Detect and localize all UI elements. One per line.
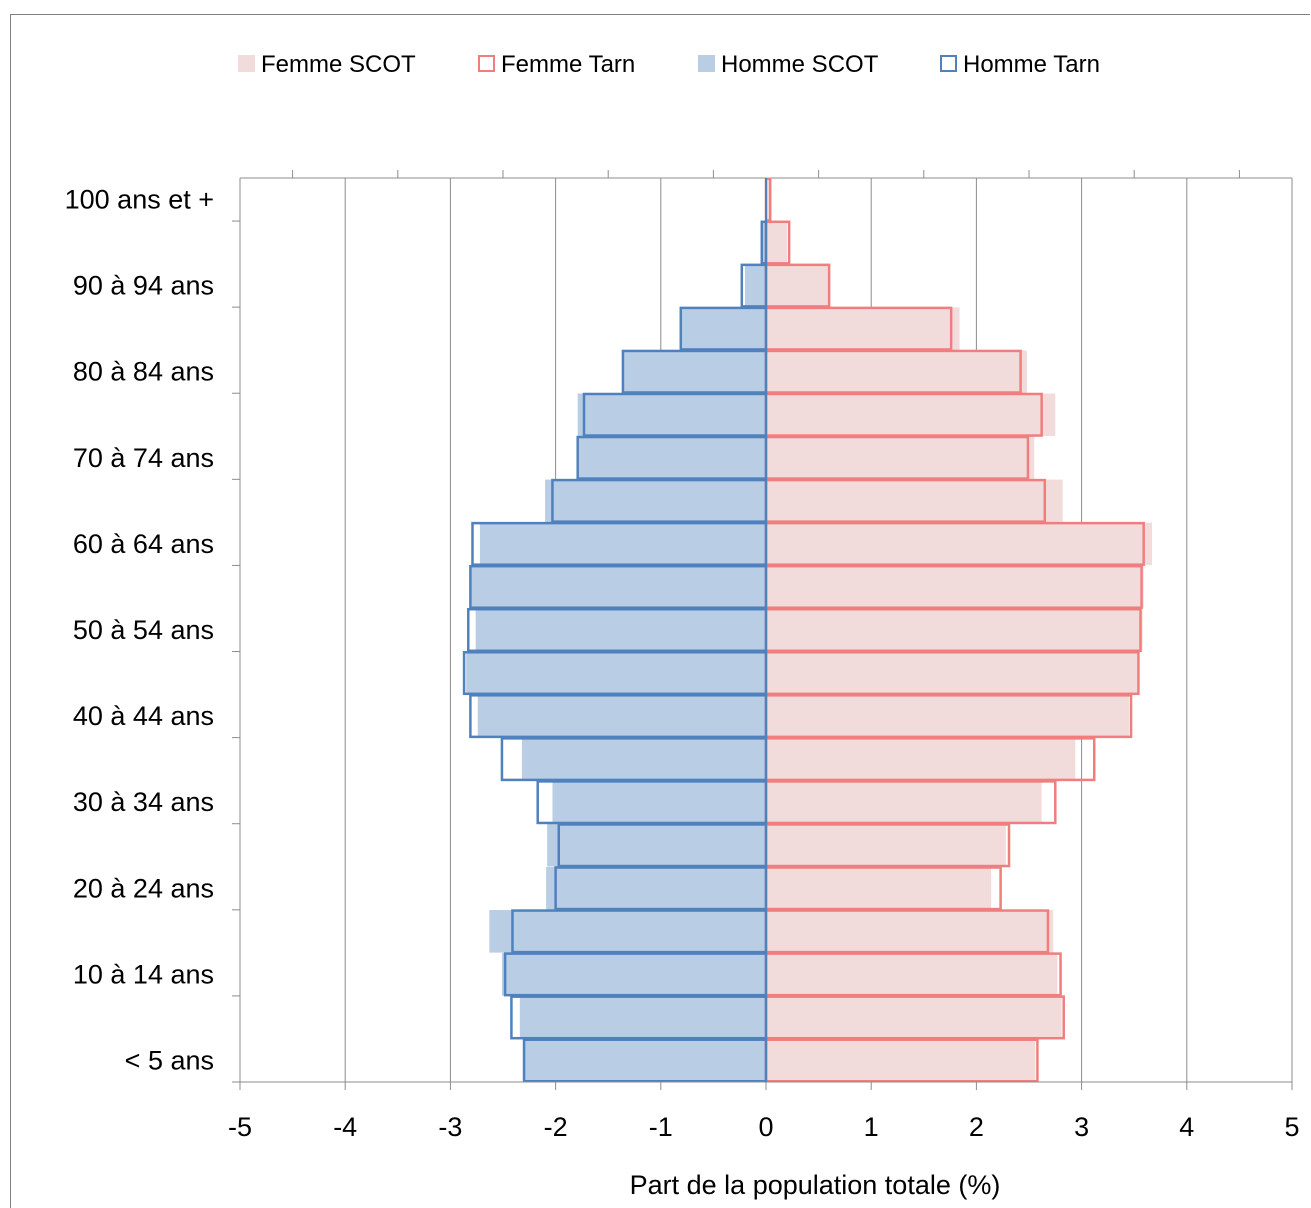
y-category-label: 30 à 34 ans (73, 787, 214, 817)
bar-homme-scot (522, 738, 766, 781)
bar-homme-scot (547, 824, 766, 867)
y-category-label: 10 à 14 ans (73, 959, 214, 989)
bar-femme-scot (766, 480, 1063, 523)
bar-femme-scot (766, 393, 1055, 436)
bar-homme-scot (579, 437, 766, 480)
bar-femme-scot (766, 781, 1042, 824)
y-category-label: 90 à 94 ans (73, 271, 214, 301)
y-category-label: 60 à 64 ans (73, 529, 214, 559)
bar-homme-scot (745, 264, 766, 307)
x-tick-label: -4 (333, 1112, 357, 1142)
bar-femme-scot (766, 652, 1137, 695)
bar-homme-scot (471, 566, 766, 609)
y-category-label: 80 à 84 ans (73, 357, 214, 387)
bar-femme-scot (766, 910, 1053, 953)
legend-item-homme-tarn: Homme Tarn (941, 51, 1100, 78)
legend-label: Femme Tarn (501, 51, 635, 78)
bar-homme-scot (524, 1039, 766, 1082)
bar-homme-scot (578, 393, 766, 436)
bar-homme-scot (545, 480, 766, 523)
bar-homme-scot (552, 781, 766, 824)
x-tick-label: 2 (969, 1112, 984, 1142)
bar-femme-scot (766, 824, 1006, 867)
x-tick-label: 3 (1074, 1112, 1089, 1142)
bar-homme-scot (502, 953, 766, 996)
bars (464, 178, 1152, 1082)
y-category-label: 50 à 54 ans (73, 615, 214, 645)
legend-label: Homme Tarn (963, 51, 1100, 78)
x-axis-labels: -5 -4 -3 -2 -1 0 1 2 3 4 5 (228, 1112, 1300, 1142)
x-tick-label: 0 (758, 1112, 773, 1142)
x-tick-label: -2 (544, 1112, 568, 1142)
y-category-label: 40 à 44 ans (73, 701, 214, 731)
bar-femme-scot (766, 609, 1143, 652)
bar-homme-scot (624, 350, 766, 393)
y-category-label: 100 ans et + (65, 185, 214, 215)
bar-femme-scot (766, 695, 1129, 738)
bar-femme-scot (766, 523, 1152, 566)
bar-homme-scot (520, 996, 766, 1039)
x-tick-label: 1 (864, 1112, 879, 1142)
bar-homme-scot (466, 652, 766, 695)
y-axis-labels: < 5 ans 10 à 14 ans 20 à 24 ans 30 à 34 ans… (65, 185, 214, 1076)
bar-homme-scot (476, 609, 766, 652)
bar-femme-scot (766, 953, 1057, 996)
legend-swatch (941, 56, 956, 71)
x-tick-label: 5 (1284, 1112, 1299, 1142)
x-tick-label: -3 (438, 1112, 462, 1142)
legend-swatch (698, 55, 715, 72)
bar-homme-scot (546, 867, 766, 910)
bar-femme-scot (766, 264, 828, 307)
legend-label: Homme SCOT (721, 51, 879, 78)
y-category-label: < 5 ans (125, 1045, 214, 1075)
bar-femme-scot (766, 221, 787, 264)
x-tick-label: 4 (1179, 1112, 1194, 1142)
legend-item-homme-scot: Homme SCOT (698, 51, 879, 78)
bar-femme-scot (766, 437, 1034, 480)
legend-swatch (238, 55, 255, 72)
legend-item-femme-scot: Femme SCOT (238, 51, 416, 78)
y-category-label: 20 à 24 ans (73, 873, 214, 903)
bar-homme-scot (489, 910, 766, 953)
bar-femme-scot (766, 566, 1144, 609)
bar-homme-scot (480, 523, 766, 566)
bar-femme-scot (766, 996, 1062, 1039)
x-axis-title: Part de la population totale (%) (630, 1170, 1001, 1200)
bar-homme-scot (682, 307, 766, 350)
bar-femme-scot (766, 350, 1027, 393)
legend-label: Femme SCOT (261, 51, 416, 78)
y-category-label: 70 à 74 ans (73, 443, 214, 473)
legend: Femme SCOT Femme Tarn Homme SCOT Homme Tarn (238, 51, 1100, 78)
bar-femme-scot (766, 1039, 1035, 1082)
x-tick-label: -1 (649, 1112, 673, 1142)
legend-swatch (479, 56, 494, 71)
bar-femme-scot (766, 307, 960, 350)
bar-femme-scot (766, 867, 991, 910)
bar-homme-scot (478, 695, 766, 738)
legend-item-femme-tarn: Femme Tarn (479, 51, 635, 78)
bar-femme-scot (766, 738, 1075, 781)
x-tick-label: -5 (228, 1112, 252, 1142)
